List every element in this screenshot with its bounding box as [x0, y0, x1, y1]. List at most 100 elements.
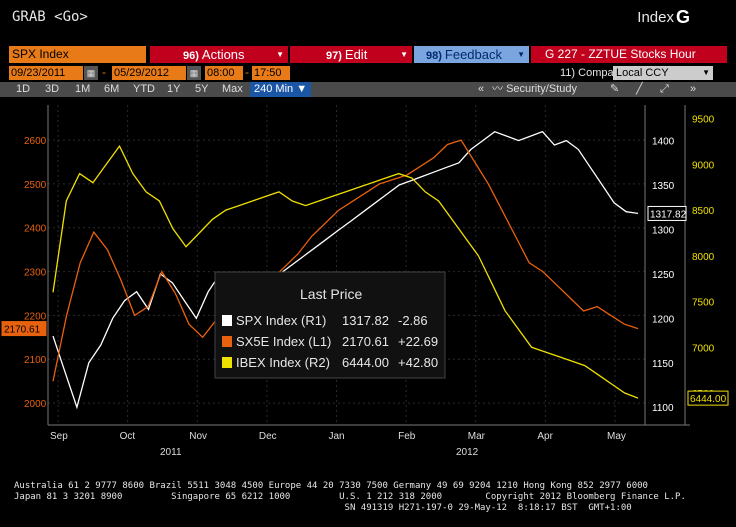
right-axis-1-tick-label: 1100 — [652, 403, 674, 414]
range-1d[interactable]: 1D — [16, 83, 31, 95]
left-axis-tick-label: 2100 — [24, 355, 47, 366]
legend-swatch — [222, 336, 232, 347]
chart-series — [52, 130, 639, 410]
footer-line-3: SN 491319 H271-197-0 29-May-12 8:18:17 B… — [14, 503, 632, 513]
x-axis: Sep Oct Nov Dec Jan Feb Mar Apr May 2011 2012 — [50, 431, 626, 458]
legend-series-name: IBEX Index (R2) — [236, 355, 330, 370]
x-axis-year-label: 2012 — [456, 447, 479, 458]
right-axis-1-tick-label: 1400 — [652, 137, 675, 148]
right-axis-1-tick-label: 1350 — [652, 181, 675, 192]
legend-series-change: +22.69 — [398, 334, 438, 349]
security-study-button[interactable]: 〰 Security/Study — [492, 82, 577, 97]
zoom-icon[interactable]: ⤢ — [660, 83, 669, 95]
menu-bar: SPX Index 96) Actions ▼ 97) Edit ▼ 98) Feedba… — [0, 46, 736, 64]
legend-series-price: 2170.61 — [342, 334, 389, 349]
range-max[interactable]: Max — [222, 83, 243, 95]
legend-swatch — [222, 315, 232, 326]
legend-series-price: 1317.82 — [342, 313, 389, 328]
command-bar: GRAB <Go> Index G — [0, 0, 736, 38]
interval-select-value: 240 Min — [254, 83, 294, 95]
range-1m[interactable]: 1M — [75, 83, 91, 95]
time-separator: - — [245, 65, 249, 79]
last-price-labels: 1317.82 2170.61 6444.00 — [1, 205, 729, 406]
sx5e-index-last-price-label: 2170.61 — [4, 325, 41, 336]
x-axis-tick-label: Jan — [329, 431, 345, 442]
range-3d[interactable]: 3D — [45, 83, 60, 95]
end-time-field[interactable]: 17:50 — [252, 66, 290, 80]
ibex-index-last-price-box — [687, 390, 729, 406]
date-range-row: 09/23/2011 ▦ - 05/29/2012 ▦ 08:00 - 17:5… — [0, 65, 736, 81]
legend-series-change: +42.80 — [398, 355, 438, 370]
range-1y[interactable]: 1Y — [167, 83, 181, 95]
left-axis-tick-label: 2600 — [24, 136, 47, 147]
edit-menu-label: Edit — [344, 47, 368, 62]
legend-series-name: SPX Index (R1) — [236, 313, 326, 328]
x-axis-tick-label: Apr — [537, 431, 553, 442]
date-separator: - — [102, 65, 106, 79]
right-axis-2-tick-label: 8500 — [692, 206, 715, 217]
chevron-down-icon: ▼ — [517, 50, 525, 59]
price-chart[interactable]: 2000 2100 2200 2300 2400 2500 2600 1100 1150 120… — [0, 97, 736, 480]
legend-swatch — [222, 357, 232, 368]
calendar-icon[interactable]: ▦ — [84, 66, 98, 80]
edit-pencil-icon[interactable]: ✎ — [610, 83, 620, 95]
right-axis-2-tick-label: 9000 — [692, 160, 715, 171]
range-toolbar: 1D 3D 1M 6M YTD 1Y 5Y Max 240 Min ▼ « 〰 … — [0, 82, 736, 97]
left-axis-tick-label: 2300 — [24, 268, 47, 279]
collapse-right-icon[interactable]: » — [690, 83, 697, 95]
legend-box: Last Price SPX Index (R1) 1317.82 -2.86 SX5… — [214, 271, 446, 379]
legend-series-price: 6444.00 — [342, 355, 389, 370]
x-axis-tick-label: Sep — [50, 431, 68, 442]
line-chart-icon: 〰 — [492, 83, 503, 95]
range-ytd[interactable]: YTD — [133, 83, 155, 95]
right-axis-1: 1100 1150 1200 1250 1300 1350 1400 — [644, 105, 675, 425]
left-axis-tick-label: 2000 — [24, 399, 47, 410]
x-axis-tick-label: May — [607, 431, 626, 442]
legend-series-name: SX5E Index (L1) — [236, 334, 331, 349]
spx-index-line — [52, 130, 639, 410]
feedback-menu-button[interactable]: 98) Feedback ▼ — [414, 46, 529, 63]
x-axis-year-label: 2011 — [160, 447, 182, 458]
chart-name-field[interactable]: G 227 - ZZTUE Stocks Hour — [531, 46, 727, 63]
currency-select[interactable]: Local CCY ▼ — [613, 66, 713, 80]
command-line[interactable]: GRAB <Go> — [12, 9, 88, 25]
collapse-left-icon[interactable]: « — [478, 83, 485, 95]
security-field[interactable]: SPX Index — [9, 46, 146, 63]
range-5y[interactable]: 5Y — [195, 83, 209, 95]
compare-button[interactable]: 11) Compare — [560, 67, 624, 79]
market-sector-label: Index — [637, 9, 674, 26]
legend-background — [214, 271, 446, 379]
x-axis-tick-label: Nov — [189, 431, 207, 442]
x-axis-tick-label: Feb — [398, 431, 416, 442]
spx-index-last-price-label: 1317.82 — [650, 209, 687, 220]
range-6m[interactable]: 6M — [104, 83, 120, 95]
right-axis-1-tick-label: 1300 — [652, 225, 675, 236]
security-study-label: Security/Study — [506, 83, 577, 95]
chevron-down-icon: ▼ — [400, 50, 408, 59]
footer-line-2: Japan 81 3 3201 8900 Singapore 65 6212 1… — [14, 492, 686, 502]
calendar-icon[interactable]: ▦ — [187, 66, 201, 80]
x-axis-tick-label: Dec — [259, 431, 277, 442]
right-axis-2-tick-label: 7000 — [692, 343, 715, 354]
sx5e-index-line — [52, 139, 639, 382]
start-date-field[interactable]: 09/23/2011 — [9, 66, 83, 80]
start-time-field[interactable]: 08:00 — [205, 66, 243, 80]
edit-menu-number: 97) — [326, 50, 342, 62]
legend-series-change: -2.86 — [398, 313, 428, 328]
right-axis-2-tick-label: 7500 — [692, 298, 715, 309]
function-key-label: G — [675, 7, 690, 27]
right-axis-1-tick-label: 1150 — [652, 359, 674, 370]
right-axis-1-tick-label: 1200 — [652, 314, 675, 325]
legend-rows: SPX Index (R1) 1317.82 -2.86 SX5E Index (L1… — [222, 313, 438, 370]
trend-line-icon[interactable]: ╱ — [636, 83, 643, 95]
left-axis: 2000 2100 2200 2300 2400 2500 2600 — [24, 105, 49, 425]
edit-menu-button[interactable]: 97) Edit ▼ — [290, 46, 412, 63]
right-axis-2-tick-label: 8000 — [692, 252, 715, 263]
x-axis-tick-label: Oct — [120, 431, 136, 442]
actions-menu-number: 96) — [183, 50, 199, 62]
sx5e-index-last-price-box — [1, 321, 47, 337]
spx-index-last-price-box — [647, 205, 687, 221]
actions-menu-button[interactable]: 96) Actions ▼ — [150, 46, 288, 63]
interval-select[interactable]: 240 Min ▼ — [250, 82, 312, 97]
end-date-field[interactable]: 05/29/2012 — [112, 66, 186, 80]
